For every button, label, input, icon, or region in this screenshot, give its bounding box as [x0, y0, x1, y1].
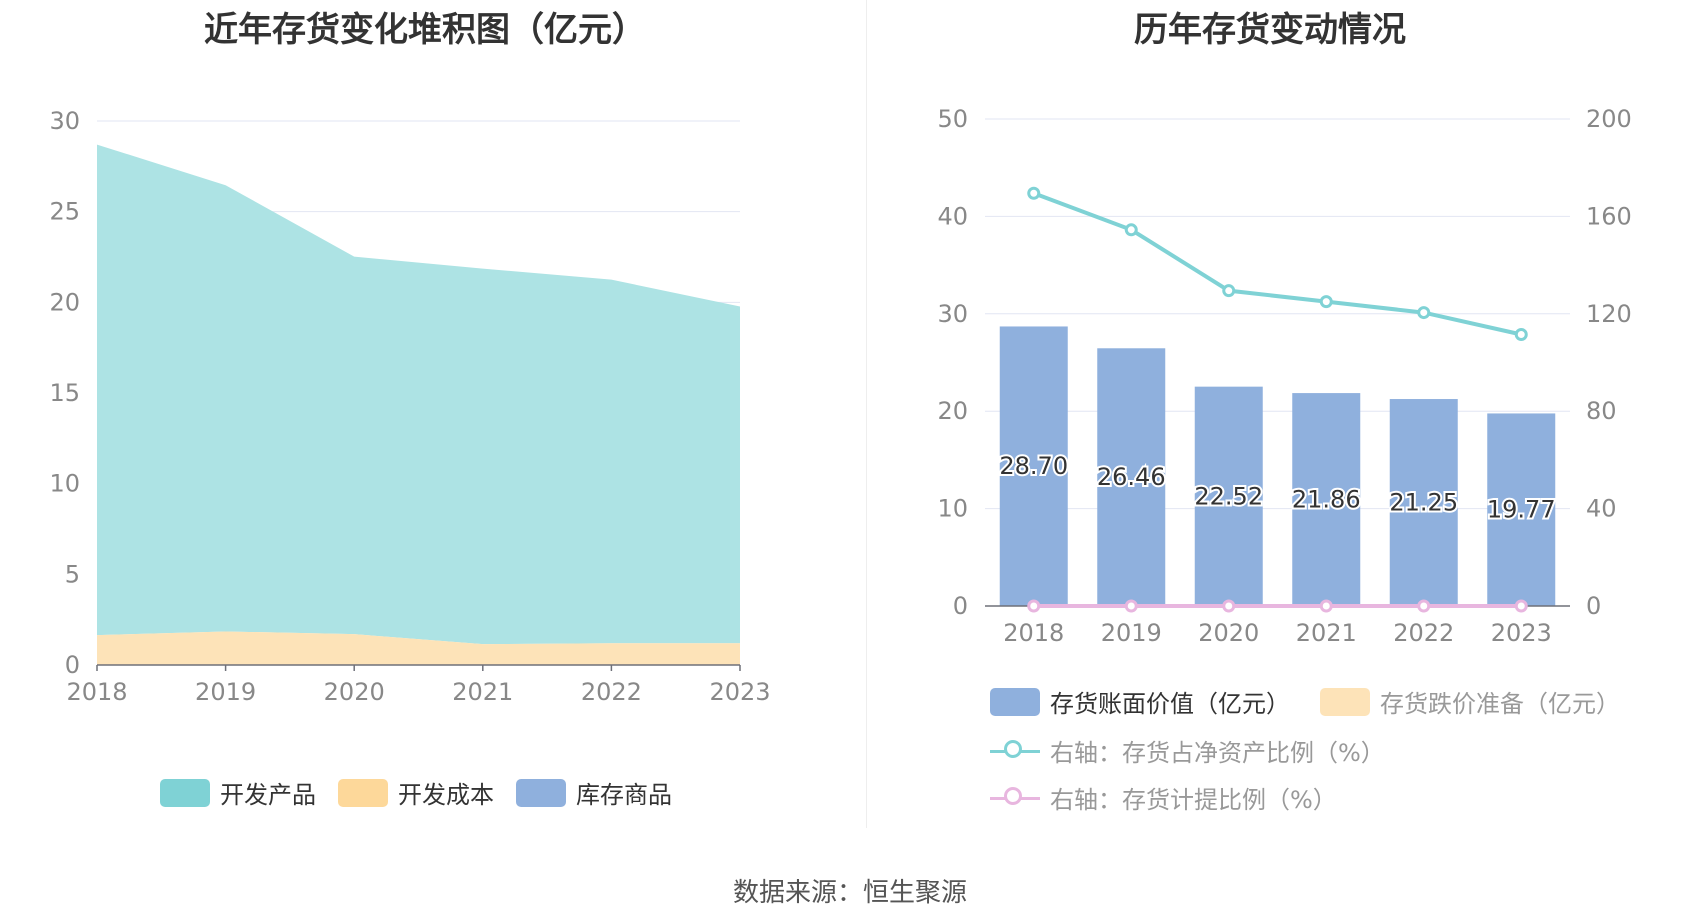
- x-tick-label: 2023: [1491, 619, 1552, 647]
- bar-value-label: 21.86: [1292, 486, 1361, 514]
- area-kaifa-chengben: [97, 631, 740, 665]
- x-tick-label: 2021: [452, 678, 513, 706]
- legend-swatch: [516, 778, 566, 807]
- net-asset-ratio-point: [1027, 186, 1041, 200]
- net-asset-ratio-point: [1319, 295, 1333, 309]
- y-tick-label: 20: [49, 288, 80, 316]
- provision-ratio-point: [1417, 599, 1431, 613]
- legend-item-net-asset-ratio[interactable]: 右轴：存货占净资产比例（%）: [990, 733, 1385, 768]
- provision-ratio-point: [1222, 599, 1236, 613]
- bar-book-value: [999, 326, 1068, 606]
- y2-tick-label: 40: [1586, 495, 1617, 523]
- y-tick-label: 15: [49, 379, 80, 407]
- legend-line-icon: [990, 737, 1040, 765]
- net-asset-ratio-point: [1222, 284, 1236, 298]
- legend-item-kaifa-chengben[interactable]: 开发成本: [338, 775, 494, 810]
- legend-label: 存货账面价值（亿元）: [1050, 690, 1290, 718]
- legend-item-book-value[interactable]: 存货账面价值（亿元）: [990, 684, 1290, 719]
- bar-value-label: 22.52: [1194, 482, 1263, 510]
- legend-label: 存货跌价准备（亿元）: [1380, 690, 1620, 718]
- x-tick-label: 2022: [581, 678, 642, 706]
- bar-value-label: 19.77: [1487, 496, 1556, 524]
- net-asset-ratio-line: [1033, 191, 1522, 337]
- panel-divider: [866, 0, 867, 828]
- legend-label: 库存商品: [576, 781, 672, 809]
- bar-value-label: 26.46: [1097, 463, 1166, 491]
- area-kaifa-chanpin: [97, 144, 740, 645]
- legend-item-kaifa-chanpin[interactable]: 开发产品: [160, 775, 316, 810]
- bar-book-value: [1389, 399, 1458, 606]
- y-tick-label: 40: [937, 202, 968, 230]
- y-tick-label: 0: [65, 651, 80, 679]
- x-tick-label: 2019: [195, 678, 256, 706]
- left-legend: 开发产品 开发成本 库存商品: [160, 775, 694, 810]
- bar-book-value: [1097, 348, 1166, 606]
- bar-book-value: [1292, 393, 1361, 606]
- bar-book-value: [1487, 413, 1556, 606]
- y-tick-label: 30: [937, 300, 968, 328]
- legend-item-provision-ratio[interactable]: 右轴：存货计提比例（%）: [990, 780, 1337, 815]
- y-tick-label: 0: [953, 592, 968, 620]
- x-tick-label: 2019: [1101, 619, 1162, 647]
- legend-swatch: [990, 687, 1040, 716]
- y2-tick-label: 200: [1586, 105, 1632, 133]
- provision-ratio-point: [1514, 599, 1528, 613]
- left-chart-title: 近年存货变化堆积图（亿元）: [204, 10, 646, 50]
- bar-value-label: 28.70: [999, 452, 1068, 480]
- data-source: 数据来源：恒生聚源: [732, 878, 967, 908]
- x-tick-label: 2018: [1003, 619, 1064, 647]
- y-tick-label: 25: [49, 198, 80, 226]
- y2-tick-label: 160: [1586, 202, 1632, 230]
- x-tick-label: 2021: [1296, 619, 1357, 647]
- legend-line-icon: [990, 784, 1040, 812]
- x-tick-label: 2020: [324, 678, 385, 706]
- bar-book-value: [1194, 386, 1263, 606]
- provision-ratio-point: [1124, 599, 1138, 613]
- legend-label: 右轴：存货占净资产比例（%）: [1050, 739, 1385, 767]
- provision-ratio-point: [1319, 599, 1333, 613]
- legend-swatch: [160, 778, 210, 807]
- provision-ratio-point: [1027, 599, 1041, 613]
- legend-label: 开发成本: [398, 781, 494, 809]
- right-legend-row-2: 右轴：存货占净资产比例（%）: [990, 733, 1415, 768]
- right-legend-row-1: 存货账面价值（亿元） 存货跌价准备（亿元）: [990, 684, 1650, 719]
- y-tick-label: 30: [49, 107, 80, 135]
- y-tick-label: 10: [49, 470, 80, 498]
- legend-swatch: [338, 778, 388, 807]
- net-asset-ratio-point: [1124, 223, 1138, 237]
- y2-tick-label: 120: [1586, 300, 1632, 328]
- x-tick-label: 2018: [66, 678, 127, 706]
- x-tick-label: 2020: [1198, 619, 1259, 647]
- y-tick-label: 10: [937, 495, 968, 523]
- legend-swatch: [1320, 687, 1370, 716]
- x-tick-label: 2023: [709, 678, 770, 706]
- y2-tick-label: 0: [1586, 592, 1601, 620]
- bar-value-label: 21.25: [1389, 489, 1458, 517]
- right-chart-title: 历年存货变动情况: [1134, 10, 1406, 50]
- legend-item-kucun-shangpin[interactable]: 库存商品: [516, 775, 672, 810]
- legend-item-impairment[interactable]: 存货跌价准备（亿元）: [1320, 684, 1620, 719]
- legend-label: 右轴：存货计提比例（%）: [1050, 786, 1337, 814]
- y2-tick-label: 80: [1586, 397, 1617, 425]
- x-tick-label: 2022: [1393, 619, 1454, 647]
- legend-label: 开发产品: [220, 781, 316, 809]
- y-tick-label: 20: [937, 397, 968, 425]
- net-asset-ratio-point: [1514, 327, 1528, 341]
- y-tick-label: 5: [65, 560, 80, 588]
- y-tick-label: 50: [937, 105, 968, 133]
- net-asset-ratio-point: [1417, 306, 1431, 320]
- right-legend-row-3: 右轴：存货计提比例（%）: [990, 780, 1367, 815]
